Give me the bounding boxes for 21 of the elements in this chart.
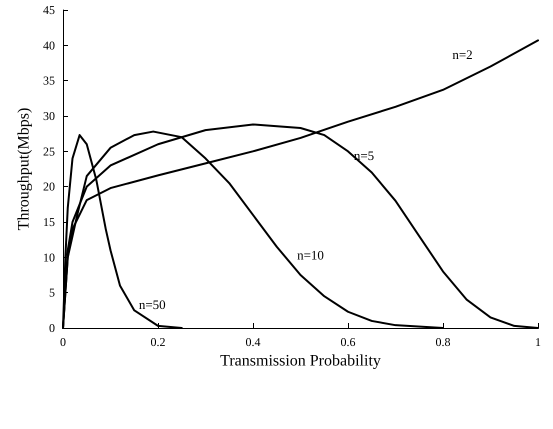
x-tick-label: 0.8 <box>436 335 450 349</box>
x-tick-label: 0.6 <box>340 335 356 349</box>
y-tick-label: 5 <box>49 286 55 300</box>
y-tick-label: 15 <box>43 215 55 229</box>
y-tick-label: 25 <box>43 144 55 158</box>
x-tick-label: 0.4 <box>246 335 260 349</box>
y-tick-label: 0 <box>49 321 55 335</box>
x-tick-label: 1 <box>535 335 541 349</box>
x-tick-label: 0.2 <box>150 335 166 349</box>
y-axis-title: Throughput(Mbps) <box>16 108 33 230</box>
series-label: n=2 <box>452 47 473 62</box>
y-tick-label: 30 <box>43 109 55 123</box>
y-tick-label: 40 <box>43 38 55 52</box>
y-tick-label: 45 <box>43 3 55 17</box>
x-axis-title: Transmission Probability <box>220 352 381 370</box>
series-label: n=50 <box>138 296 166 312</box>
y-tick-label: 35 <box>43 74 55 88</box>
x-tick-label: 0 <box>60 335 66 349</box>
series-label: n=10 <box>297 248 324 262</box>
y-tick-label: 20 <box>43 180 55 194</box>
y-tick-label: 10 <box>43 250 55 264</box>
